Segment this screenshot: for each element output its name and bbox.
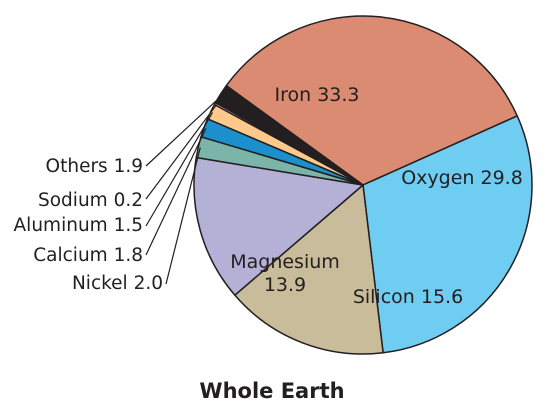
slice-labels: Iron 33.3 Oxygen 29.8 Silicon 15.6 Magnesiu… [14,84,523,308]
label-calcium: Calcium 1.8 [33,245,143,266]
pie-slices [193,15,533,355]
label-others: Others 1.9 [46,156,143,177]
label-aluminum: Aluminum 1.5 [14,215,143,236]
slice-iron [225,15,518,186]
slice-silicon [234,184,384,355]
label-nickel: Nickel 2.0 [72,273,163,294]
chart-title: Whole Earth [199,379,344,403]
slice-oxygen [362,115,533,354]
leader-aluminum [145,112,214,227]
leader-nickel [165,147,201,285]
slice-others [214,84,364,186]
leader-calcium [145,128,207,256]
label-iron: Iron 33.3 [274,84,359,106]
label-sodium: Sodium 0.2 [38,190,143,211]
leader-others [145,94,223,167]
label-silicon: Silicon 15.6 [353,286,463,308]
label-magnesium: Magnesium 13.9 [230,251,340,296]
leader-lines [145,94,223,285]
label-oxygen: Oxygen 29.8 [401,167,523,189]
leader-sodium [145,104,218,200]
